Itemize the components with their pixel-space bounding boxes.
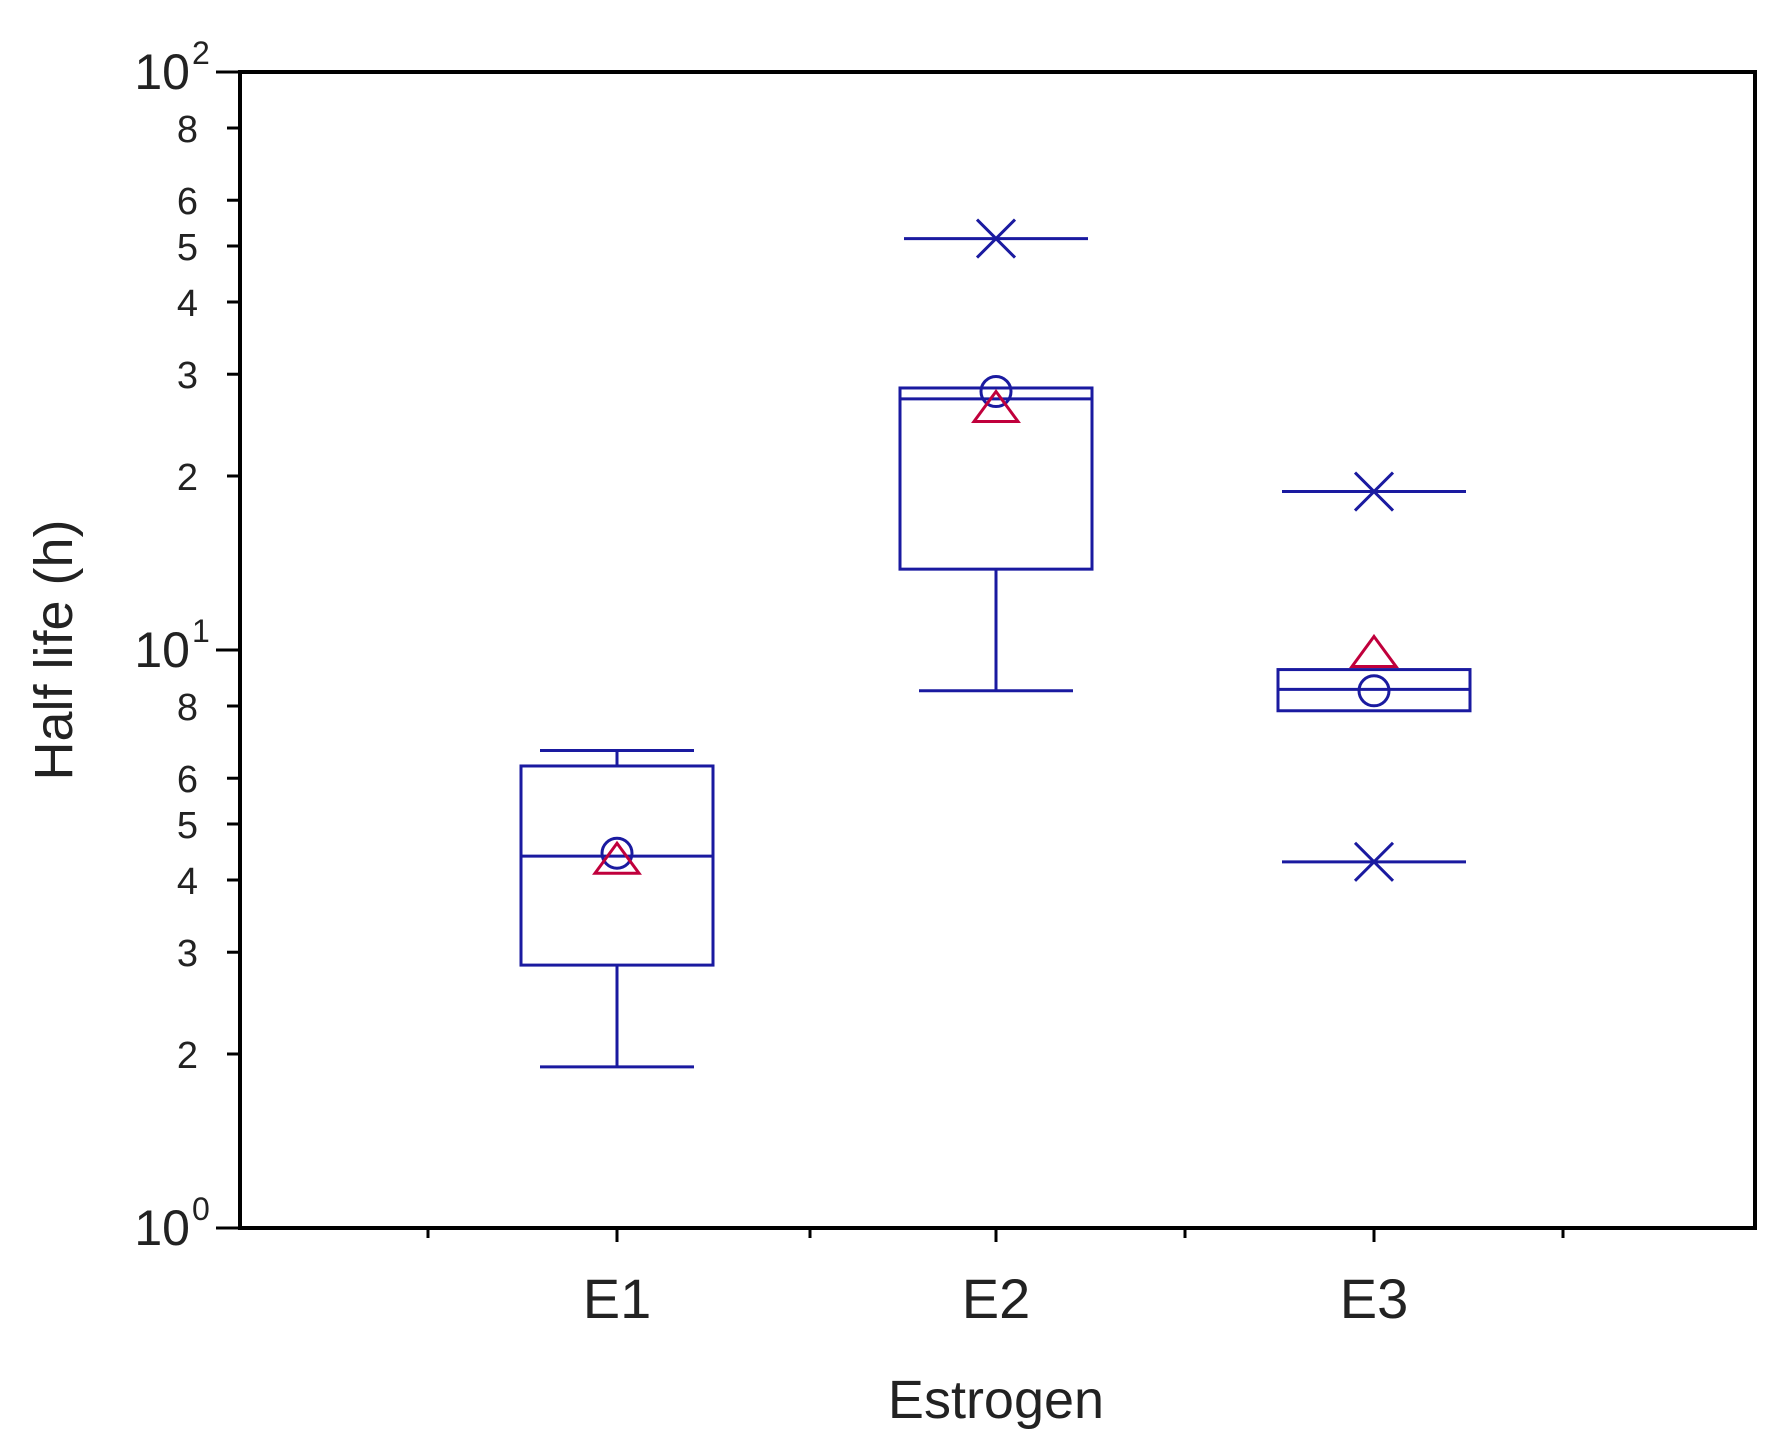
geo-mean-circle-marker xyxy=(1357,674,1391,708)
box-iqr xyxy=(898,386,1094,571)
mean-triangle-marker xyxy=(971,389,1021,424)
y-minor-tick-label: 2 xyxy=(177,1035,198,1077)
x-axis-title: Estrogen xyxy=(888,1370,1104,1430)
box-series xyxy=(519,218,1472,1069)
x-category-label: E2 xyxy=(962,1267,1031,1330)
outlier-x-marker xyxy=(1353,841,1395,882)
y-minor-tick-label: 8 xyxy=(177,687,198,729)
mean-triangle-marker xyxy=(592,840,642,875)
y-major-tick-label: 10 xyxy=(134,44,190,100)
y-minor-tick-label: 5 xyxy=(177,227,198,269)
geo-mean-circle-marker xyxy=(979,375,1013,409)
y-minor-tick-label: 5 xyxy=(177,805,198,847)
y-minor-tick-label: 3 xyxy=(177,355,198,397)
y-major-tick-exponent: 2 xyxy=(192,35,210,71)
mean-triangle-marker xyxy=(1349,633,1399,668)
x-axis: E1 E2 E3 xyxy=(238,70,1757,1330)
y-axis-title: Half life (h) xyxy=(24,519,84,780)
y-minor-tick-label: 4 xyxy=(177,283,198,325)
box-iqr xyxy=(519,764,715,967)
geo-mean-circle-marker xyxy=(600,836,634,870)
y-minor-tick-label: 8 xyxy=(177,109,198,151)
y-major-tick-label: 10 xyxy=(134,622,190,678)
box-e1 xyxy=(519,749,715,1069)
x-category-label: E1 xyxy=(583,1267,652,1330)
y-minor-tick-label: 3 xyxy=(177,933,198,975)
y-minor-tick-label: 6 xyxy=(177,759,198,801)
box-e3 xyxy=(1276,471,1472,882)
outlier-x-marker xyxy=(975,218,1017,259)
y-major-tick-label: 10 xyxy=(134,1200,190,1256)
y-major-tick-exponent: 1 xyxy=(192,613,210,649)
box-e2 xyxy=(898,218,1094,693)
y-minor-tick-label: 4 xyxy=(177,861,198,903)
y-minor-tick-label: 2 xyxy=(177,457,198,499)
y-major-tick-exponent: 0 xyxy=(192,1191,210,1227)
x-category-label: E3 xyxy=(1340,1267,1409,1330)
y-minor-tick-label: 6 xyxy=(177,181,198,223)
outlier-x-marker xyxy=(1353,471,1395,512)
